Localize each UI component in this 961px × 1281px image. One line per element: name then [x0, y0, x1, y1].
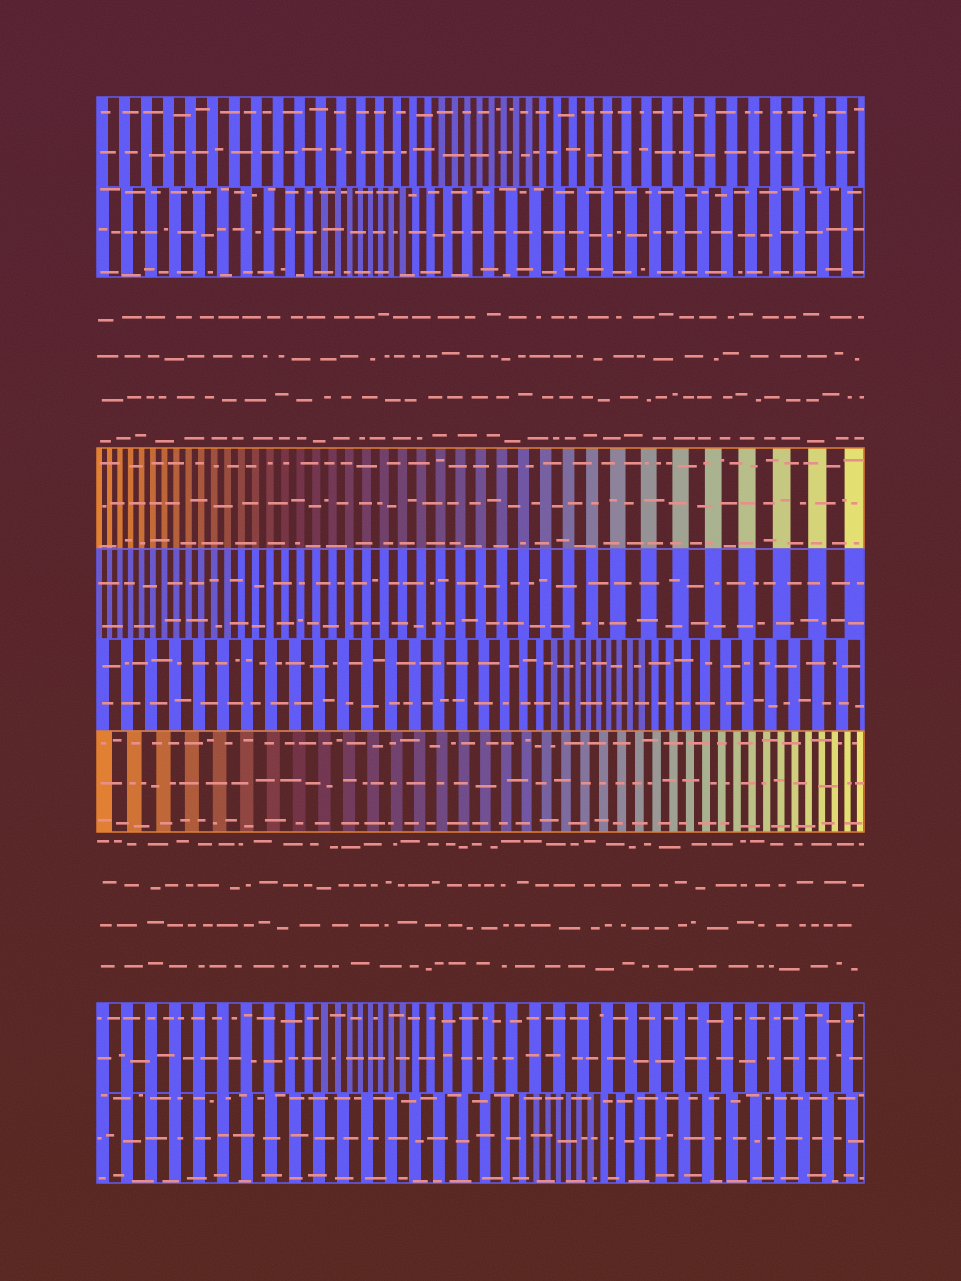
- generative-artwork: [0, 0, 961, 1281]
- grain-overlay: [0, 0, 961, 1281]
- artwork-canvas: [0, 0, 961, 1281]
